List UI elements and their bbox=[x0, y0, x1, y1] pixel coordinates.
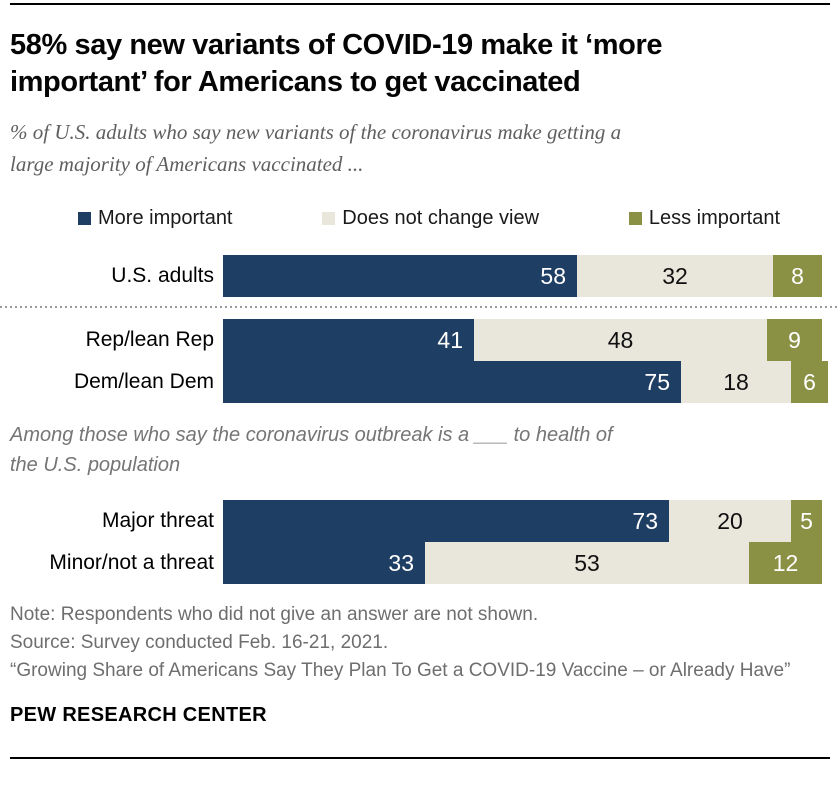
bar-value-label: 53 bbox=[574, 549, 600, 576]
brand-wordmark: PEW RESEARCH CENTER bbox=[10, 703, 267, 726]
bar-segment-more-important: 73 bbox=[223, 500, 669, 543]
chart-subtitle-line-2: large majority of Americans vaccinated .… bbox=[10, 151, 364, 176]
bar-segment-more-important: 75 bbox=[223, 361, 681, 404]
bar-value-label: 48 bbox=[607, 326, 634, 353]
bar-value-label: 12 bbox=[772, 549, 799, 576]
bar-segment-less-important: 8 bbox=[773, 255, 822, 298]
bar-value-label: 58 bbox=[540, 262, 566, 289]
bar-track: 41 48 9 bbox=[223, 319, 822, 362]
bar-value-label: 9 bbox=[788, 326, 801, 353]
bar-segment-more-important: 58 bbox=[223, 255, 577, 298]
footer-report-title: “Growing Share of Americans Say They Pla… bbox=[10, 660, 791, 682]
chart-footer: Note: Respondents who did not give an an… bbox=[10, 601, 830, 685]
bar-track: 73 20 5 bbox=[223, 500, 822, 543]
bar-value-label: 32 bbox=[662, 262, 688, 289]
bar-segment-does-not-change-view: 18 bbox=[681, 361, 791, 404]
row-label: Rep/lean Rep bbox=[85, 328, 214, 352]
dotted-divider bbox=[0, 306, 840, 309]
legend-swatch-icon bbox=[628, 212, 642, 226]
bar-track: 75 18 6 bbox=[223, 361, 828, 404]
bar-row-major-threat: Major threat 73 20 5 bbox=[10, 500, 830, 543]
legend-swatch-icon bbox=[322, 212, 336, 226]
bar-segment-more-important: 33 bbox=[223, 542, 425, 585]
bar-segment-less-important: 12 bbox=[749, 542, 822, 585]
bar-value-label: 33 bbox=[388, 549, 414, 576]
bar-row-dem-lean-dem: Dem/lean Dem 75 18 6 bbox=[10, 361, 830, 404]
row-label: U.S. adults bbox=[111, 264, 214, 288]
bar-value-label: 20 bbox=[717, 507, 743, 534]
row-label: Dem/lean Dem bbox=[73, 370, 214, 394]
bar-segment-does-not-change-view: 32 bbox=[577, 255, 773, 298]
bar-value-label: 41 bbox=[437, 326, 463, 353]
group-note: Among those who say the coronavirus outb… bbox=[10, 420, 830, 480]
row-label: Minor/not a threat bbox=[49, 551, 214, 575]
bar-segment-does-not-change-view: 20 bbox=[669, 500, 791, 543]
stacked-bar-chart: U.S. adults 58 32 8 Rep/lean Rep 41 48 9 Dem/lea… bbox=[0, 255, 840, 585]
bar-segment-does-not-change-view: 53 bbox=[425, 542, 749, 585]
footer-note: Note: Respondents who did not give an an… bbox=[10, 604, 539, 626]
page-title: 58% say new variants of COVID-19 make it… bbox=[10, 27, 830, 101]
top-rule bbox=[10, 3, 830, 5]
row-gap bbox=[10, 480, 830, 500]
bar-row-u-s-adults: U.S. adults 58 32 8 bbox=[10, 255, 830, 298]
chart-subtitle-line-1: % of U.S. adults who say new variants of… bbox=[10, 120, 622, 145]
legend-label: More important bbox=[98, 207, 233, 230]
bar-value-label: 6 bbox=[803, 368, 816, 395]
group-note-line-1: Among those who say the coronavirus outb… bbox=[10, 424, 613, 447]
legend-label: Less important bbox=[648, 207, 780, 230]
bar-row-rep-lean-rep: Rep/lean Rep 41 48 9 bbox=[10, 319, 830, 362]
bar-row-minor-not-a-threat: Minor/not a threat 33 53 12 bbox=[10, 542, 830, 585]
bottom-rule bbox=[10, 756, 830, 759]
bar-segment-less-important: 6 bbox=[791, 361, 828, 404]
page-title-line-1: 58% say new variants of COVID-19 make it… bbox=[10, 29, 663, 61]
bar-track: 58 32 8 bbox=[223, 255, 822, 298]
bar-segment-less-important: 5 bbox=[791, 500, 822, 543]
legend-item-2: Less important bbox=[628, 207, 780, 230]
group-note-line-2: the U.S. population bbox=[10, 454, 181, 477]
bar-value-label: 8 bbox=[791, 262, 804, 289]
bar-value-label: 75 bbox=[644, 368, 670, 395]
bar-value-label: 73 bbox=[632, 507, 658, 534]
bar-segment-does-not-change-view: 48 bbox=[474, 319, 767, 362]
legend-item-0: More important bbox=[78, 207, 233, 230]
chart-subtitle: % of U.S. adults who say new variants of… bbox=[10, 117, 830, 180]
footer-source: Source: Survey conducted Feb. 16-21, 202… bbox=[10, 632, 389, 654]
legend-label: Does not change view bbox=[342, 207, 540, 230]
row-label: Major threat bbox=[101, 509, 214, 533]
bar-segment-less-important: 9 bbox=[767, 319, 822, 362]
chart-legend: More important Does not change view Less i… bbox=[78, 207, 780, 230]
row-gap bbox=[10, 308, 830, 319]
legend-swatch-icon bbox=[78, 212, 91, 226]
bar-value-label: 18 bbox=[723, 368, 749, 395]
bar-track: 33 53 12 bbox=[223, 542, 822, 585]
page-title-line-2: important’ for Americans to get vaccinat… bbox=[10, 66, 581, 99]
legend-item-1: Does not change view bbox=[322, 207, 539, 230]
page: 58% say new variants of COVID-19 make it… bbox=[0, 3, 840, 759]
bar-segment-more-important: 41 bbox=[223, 319, 474, 362]
bar-value-label: 5 bbox=[800, 507, 813, 534]
